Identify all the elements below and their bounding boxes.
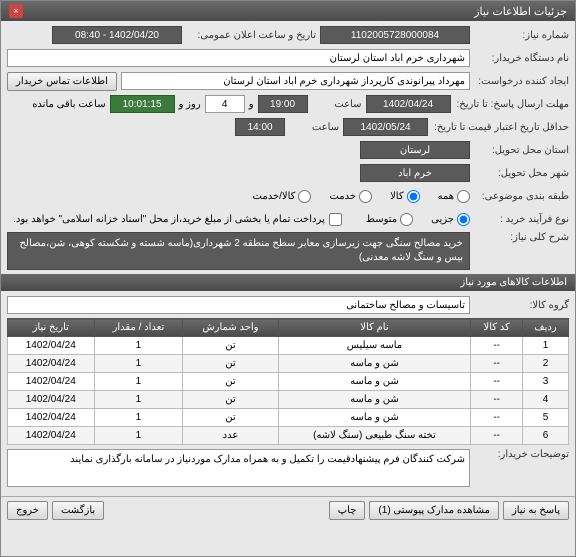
table-row[interactable]: 2--شن و ماسهتن11402/04/24: [8, 355, 569, 373]
reply-button[interactable]: پاسخ به نیاز: [503, 501, 569, 520]
province-label: استان محل تحویل:: [474, 145, 569, 156]
deadline-label: مهلت ارسال پاسخ: تا تاریخ:: [455, 99, 569, 110]
cat-goods-service[interactable]: کالا/خدمت: [253, 190, 312, 203]
payment-checkbox[interactable]: پرداخت تمام یا بخشی از مبلغ خرید،از محل …: [13, 213, 342, 226]
cat-all[interactable]: همه: [438, 190, 470, 203]
validity-date: 1402/05/24: [343, 118, 428, 136]
back-button[interactable]: بازگشت: [52, 501, 104, 520]
buyer-notes: شرکت کنندگان فرم پیشنهادقیمت را تکمیل و …: [7, 449, 470, 487]
announce-label: تاریخ و ساعت اعلان عمومی:: [186, 30, 316, 41]
desc-box: خرید مصالح سنگی جهت زیرسازی معابر سطح من…: [7, 232, 470, 270]
proc-partial[interactable]: جزیی: [431, 213, 470, 226]
province-field: لرستان: [360, 141, 470, 159]
table-row[interactable]: 1--ماسه سیلیستن11402/04/24: [8, 337, 569, 355]
time-label-1: ساعت: [312, 99, 362, 110]
table-header: نام کالا: [278, 319, 471, 337]
process-label: نوع فرآیند خرید :: [474, 214, 569, 225]
creator-field: مهرداد پیرانوندی کارپرداز شهرداری خرم اب…: [121, 72, 470, 90]
attachments-button[interactable]: مشاهده مدارک پیوستی (1): [369, 501, 499, 520]
footer: پاسخ به نیاز مشاهده مدارک پیوستی (1) چاپ…: [1, 496, 575, 524]
table-header: تعداد / مقدار: [94, 319, 183, 337]
table-header: ردیف: [523, 319, 569, 337]
table-header: تاریخ نیاز: [8, 319, 95, 337]
table-row[interactable]: 3--شن و ماسهتن11402/04/24: [8, 373, 569, 391]
process-radio-group: جزیی متوسط: [366, 213, 470, 226]
group-field: تاسیسات و مصالح ساختمانی: [7, 296, 470, 314]
table-row[interactable]: 5--شن و ماسهتن11402/04/24: [8, 409, 569, 427]
goods-table: ردیفکد کالانام کالاواحد شمارشتعداد / مقد…: [7, 318, 569, 445]
day-label: روز و: [179, 99, 201, 110]
section-goods-header: اطلاعات کالاهای مورد نیاز: [1, 274, 575, 291]
group-label: گروه کالا:: [474, 300, 569, 311]
remain-label: ساعت باقی مانده: [32, 99, 105, 110]
desc-label: شرح کلی نیاز:: [474, 232, 569, 270]
contact-button[interactable]: اطلاعات تماس خریدار: [7, 72, 117, 91]
days-field: 4: [205, 95, 245, 113]
validity-time: 14:00: [235, 118, 285, 136]
city-field: خرم اباد: [360, 164, 470, 182]
table-row[interactable]: 6--تخته سنگ طبیعی (سنگ لاشه)عدد11402/04/…: [8, 427, 569, 445]
org-label: نام دستگاه خریدار:: [474, 53, 569, 64]
exit-button[interactable]: خروج: [7, 501, 48, 520]
category-label: طبقه بندی موضوعی:: [474, 191, 569, 202]
announce-date-field: 1402/04/20 - 08:40: [52, 26, 182, 44]
buyer-notes-label: توضیحات خریدار:: [474, 449, 569, 460]
creator-label: ایجاد کننده درخواست:: [474, 76, 569, 87]
print-button[interactable]: چاپ: [329, 501, 366, 520]
deadline-date: 1402/04/24: [366, 95, 451, 113]
remain-timer: 10:01:15: [110, 95, 175, 113]
deadline-time: 19:00: [258, 95, 308, 113]
validity-label: حداقل تاریخ اعتبار قیمت تا تاریخ:: [432, 122, 569, 133]
org-field: شهرداری خرم اباد استان لرستان: [7, 49, 470, 67]
table-header: کد کالا: [471, 319, 523, 337]
window-title: جزئیات اطلاعات نیاز: [474, 5, 567, 18]
and-label: و: [249, 99, 254, 110]
titlebar: جزئیات اطلاعات نیاز ×: [1, 1, 575, 21]
cat-service[interactable]: خدمت: [329, 190, 372, 203]
need-no-label: شماره نیاز:: [474, 30, 569, 41]
table-header: واحد شمارش: [183, 319, 278, 337]
time-label-2: ساعت: [289, 122, 339, 133]
close-icon[interactable]: ×: [9, 4, 23, 18]
category-radio-group: همه کالا خدمت کالا/خدمت: [253, 190, 470, 203]
city-label: شهر محل تحویل:: [474, 168, 569, 179]
cat-goods[interactable]: کالا: [390, 190, 420, 203]
need-no-field: 1102005728000084: [320, 26, 470, 44]
proc-medium[interactable]: متوسط: [366, 213, 413, 226]
table-row[interactable]: 4--شن و ماسهتن11402/04/24: [8, 391, 569, 409]
